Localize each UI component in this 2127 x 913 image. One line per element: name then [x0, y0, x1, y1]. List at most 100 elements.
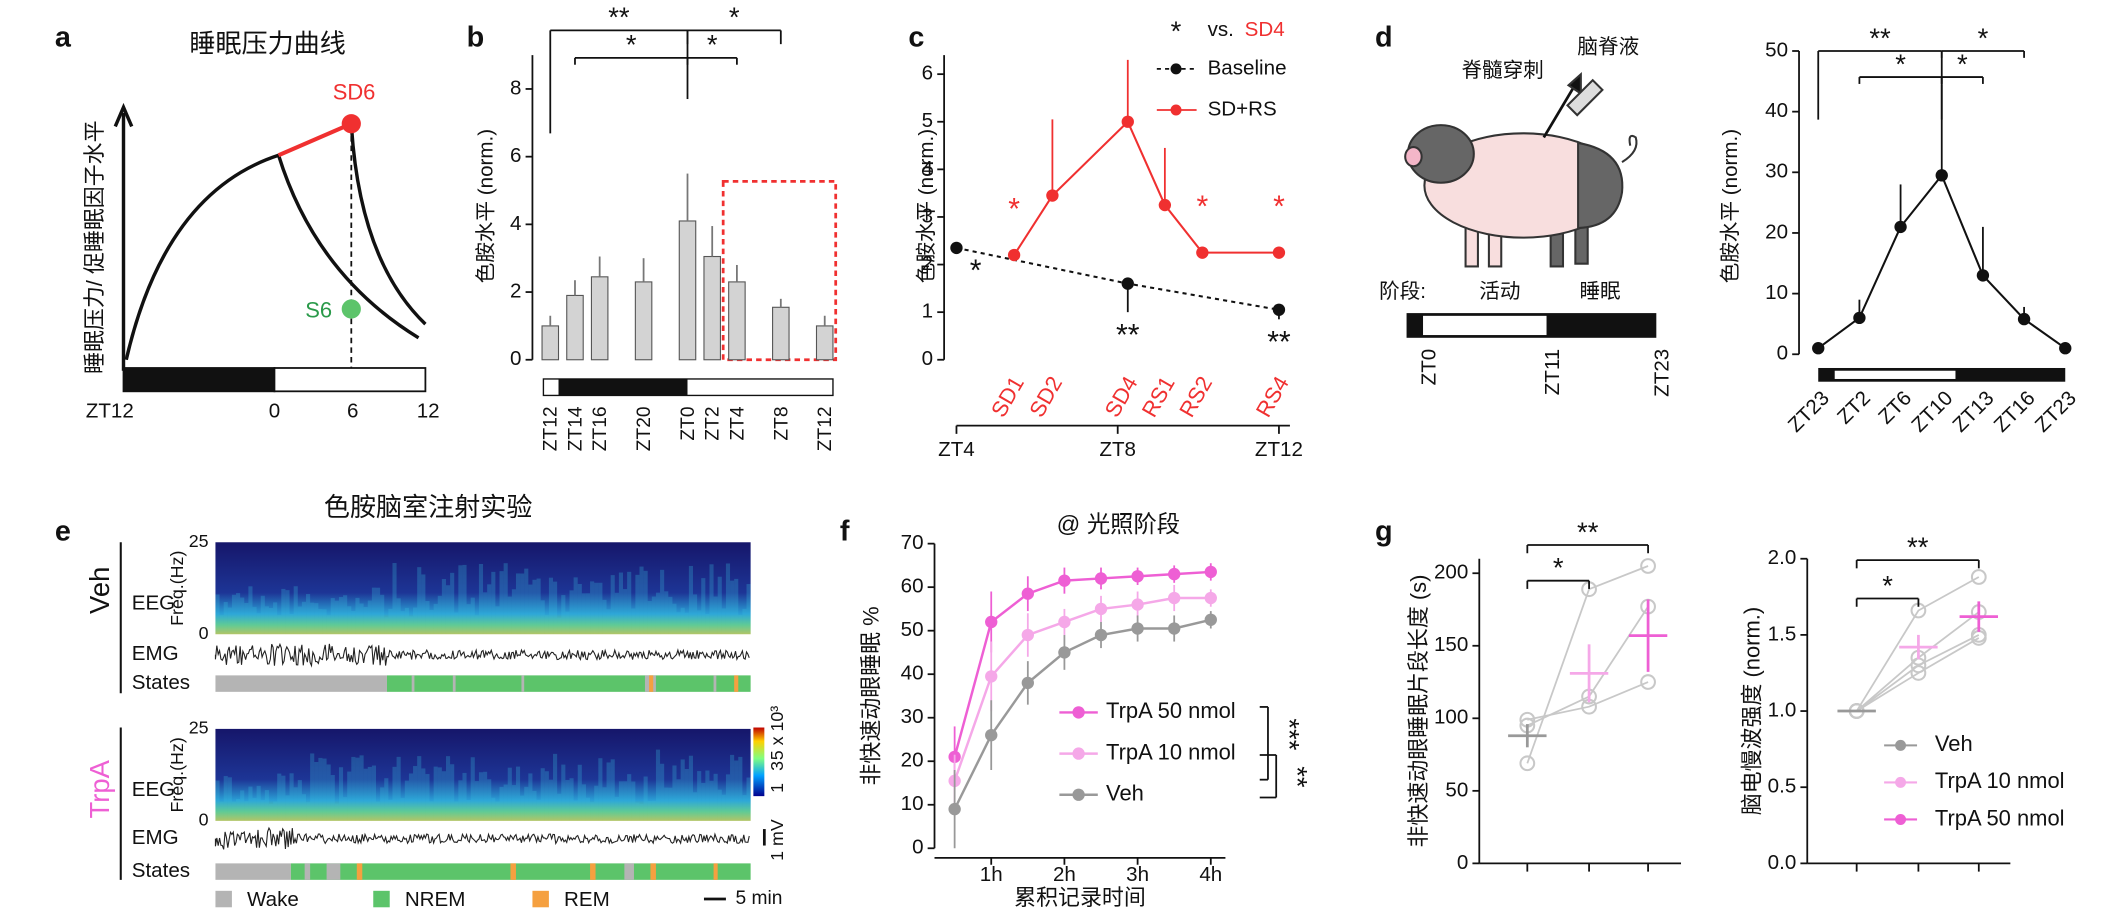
- point: [1094, 602, 1108, 616]
- spectrogram-streak: [326, 615, 331, 635]
- y-tick-label: 50: [1445, 778, 1468, 801]
- legend-label: SD4: [1245, 18, 1285, 41]
- spectrogram-streak: [454, 612, 459, 635]
- y-tick-label: 60: [901, 575, 924, 598]
- y-tick-label: 30: [1765, 160, 1788, 183]
- spectrogram-streak: [227, 777, 232, 821]
- spectrogram-streak: [466, 799, 471, 821]
- point: [1204, 613, 1217, 626]
- axis-title: 累积记录时间: [1014, 885, 1146, 910]
- spectrogram-streak: [268, 607, 274, 635]
- spectrogram-streak: [594, 582, 599, 635]
- spectrogram-streak: [594, 785, 599, 821]
- point: [1046, 189, 1059, 202]
- x-tick-label: ZT23: [1784, 387, 1834, 437]
- point: [1168, 567, 1181, 581]
- y-tick-label: 1.0: [1768, 698, 1797, 721]
- emg-trace: [214, 826, 750, 850]
- spectrogram-streak: [384, 617, 389, 635]
- y-tick-label: 10: [1765, 281, 1788, 304]
- subject-line: [1855, 576, 1980, 712]
- spectrogram-streak: [532, 579, 537, 635]
- spectrogram-streak: [355, 597, 360, 635]
- spectrogram-streak: [248, 586, 253, 635]
- series-line: [1013, 119, 1279, 256]
- x-tick-label: ZT8: [1099, 438, 1136, 461]
- spectrogram-streak: [260, 800, 265, 821]
- panel-letter: a: [55, 21, 72, 53]
- spectrogram-streak: [478, 563, 484, 635]
- x-tick-label: ZT16: [590, 406, 611, 451]
- spectrogram-streak: [256, 613, 261, 635]
- legend-label: Veh: [1106, 781, 1144, 806]
- y-tick-label: 70: [901, 531, 924, 554]
- spectrogram-streak: [400, 611, 405, 635]
- bar: [590, 276, 609, 361]
- point: [1204, 591, 1217, 605]
- spectrogram-streak: [474, 615, 479, 635]
- legend-symbol: *: [1171, 15, 1182, 46]
- spectrogram-streak: [738, 614, 743, 635]
- spectrogram-streak: [548, 577, 554, 635]
- subject-line: [1527, 681, 1649, 721]
- subject-point: [1640, 558, 1656, 574]
- point: [1935, 169, 1948, 182]
- point: [2017, 312, 2031, 326]
- axis-title: 脑电慢波强度 (norm.): [1740, 607, 1765, 815]
- spectrogram-streak: [454, 801, 459, 821]
- x-tick-label: ZT20: [634, 406, 655, 451]
- spectrogram-streak: [557, 617, 562, 635]
- phase-label: 活动: [1479, 280, 1520, 303]
- snout: [1404, 146, 1423, 168]
- spectrogram-streak: [725, 774, 731, 821]
- row-label: EEG: [132, 591, 175, 614]
- spectrogram-streak: [301, 601, 307, 635]
- point: [1131, 598, 1144, 611]
- spectrogram-streak: [507, 596, 512, 635]
- y-tick-label: 10: [901, 792, 924, 815]
- panel-title: 色胺脑室注射实验: [324, 492, 533, 522]
- spectrogram-streak: [713, 773, 718, 821]
- spectrogram-streak: [289, 773, 294, 821]
- spectrogram-streak: [363, 607, 368, 635]
- needle-arrow: [1542, 79, 1580, 139]
- hypnogram-segment: [386, 675, 751, 692]
- spectrogram-streak: [491, 797, 496, 821]
- spectrogram-streak: [610, 575, 615, 635]
- spectrogram-streak: [240, 790, 245, 821]
- spectrogram: [215, 542, 751, 635]
- spectrogram-streak: [404, 780, 409, 821]
- spectrogram-streak: [544, 771, 549, 821]
- y-tick-label: 50: [1765, 38, 1788, 61]
- spectrogram-streak: [219, 615, 224, 635]
- point: [1094, 628, 1108, 642]
- spectrogram-streak: [375, 587, 381, 635]
- spectrogram-streak: [285, 590, 290, 635]
- legend-label: TrpA 10 nmol: [1935, 768, 2065, 793]
- phase-label: 阶段:: [1379, 280, 1426, 303]
- spectrogram-streak: [701, 782, 706, 821]
- spectrogram-streak: [260, 595, 265, 635]
- spectrogram-streak: [433, 603, 438, 635]
- x-tick-label: 4h: [1199, 863, 1222, 886]
- legend-dot: [1072, 706, 1085, 719]
- spectrogram-streak: [281, 775, 286, 821]
- diagram-label: 脊髓穿刺: [1461, 59, 1543, 82]
- spectrogram-streak: [651, 800, 656, 821]
- panel-letter: f: [840, 515, 850, 547]
- spectrogram-streak: [573, 800, 578, 821]
- spectrogram-streak: [310, 602, 315, 635]
- axis-title: 非快速动眼睡眠片段长度 (s): [1406, 575, 1431, 848]
- spectrogram-streak: [388, 608, 393, 635]
- point: [1204, 565, 1217, 579]
- axis-title: 色胺水平 (norm.): [1719, 129, 1742, 283]
- spectrogram-streak: [215, 594, 220, 635]
- spectrogram-streak: [573, 577, 578, 635]
- point: [1894, 220, 1907, 234]
- spectrogram-streak: [441, 771, 446, 821]
- point-label: S6: [305, 298, 332, 323]
- point: [1196, 246, 1209, 259]
- spectrogram-streak: [639, 566, 644, 635]
- spectrogram-streak: [623, 589, 628, 635]
- spectrogram-streak: [445, 585, 451, 635]
